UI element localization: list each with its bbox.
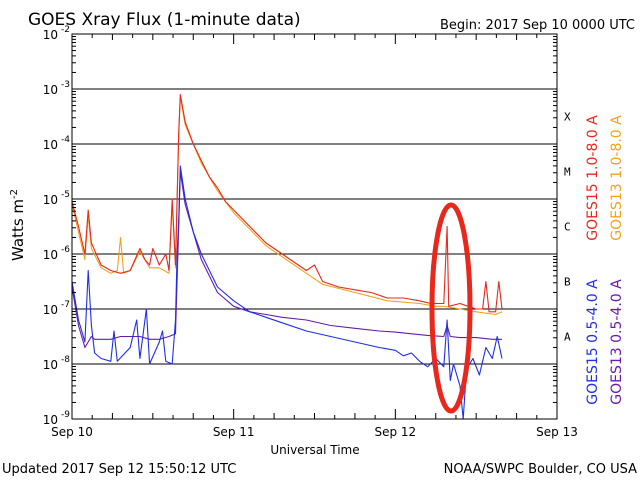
y-tick-label: 10: [43, 193, 58, 207]
flare-class-labels: A B C M X: [564, 111, 571, 344]
y-axis-label: Watts m-2: [9, 189, 27, 261]
legend-entry: GOES15 1.0-8.0 A: [585, 115, 601, 241]
footer-credit: NOAA/SWPC Boulder, CO USA: [444, 462, 637, 477]
x-axis-label: Universal Time: [270, 443, 359, 457]
y-tick-exponent: -9: [61, 410, 70, 420]
y-axis: 10-910-810-710-610-510-410-310-2: [43, 25, 557, 427]
series-line: [71, 96, 503, 316]
chart-title: GOES Xray Flux (1-minute data): [28, 10, 301, 30]
y-tick-exponent: -5: [61, 190, 70, 200]
y-tick-label: 10: [43, 303, 58, 317]
x-tick-label: Sep 11: [213, 425, 255, 439]
legend-entry: GOES13 0.5-4.0 A: [609, 279, 625, 405]
x-tick-label: Sep 10: [51, 425, 93, 439]
y-tick-label: 10: [43, 138, 58, 152]
y-tick-label: 10: [43, 83, 58, 97]
legend-entry: GOES13 1.0-8.0 A: [609, 115, 625, 241]
flare-class-label: C: [564, 221, 571, 234]
footer-updated: Updated 2017 Sep 12 15:50:12 UTC: [2, 462, 236, 477]
plot-frame: [71, 33, 558, 420]
x-axis: Sep 10 Sep 11 Sep 12 Sep 13: [51, 34, 578, 439]
y-axis-label-sup: -2: [9, 189, 20, 199]
y-tick-exponent: -3: [61, 80, 70, 90]
x-tick-label: Sep 13: [536, 425, 578, 439]
begin-label: Begin: 2017 Sep 10 0000 UTC: [440, 18, 635, 33]
series-line: [71, 165, 503, 420]
x-tick-label: Sep 12: [374, 425, 416, 439]
y-tick-exponent: -2: [61, 25, 70, 35]
y-tick-label: 10: [43, 28, 58, 42]
y-tick-exponent: -4: [61, 135, 70, 145]
legend-entry: GOES15 0.5-4.0 A: [585, 279, 601, 405]
highlight-ellipse: [429, 202, 473, 414]
y-tick-label: 10: [43, 248, 58, 262]
legend: GOES15 1.0-8.0 A GOES13 1.0-8.0 A GOES15 0…: [585, 115, 625, 405]
series-layer: [71, 93, 503, 420]
flare-class-label: X: [564, 111, 571, 124]
y-axis-label-text: Watts m: [9, 199, 27, 261]
series-line: [71, 170, 502, 349]
y-tick-label: 10: [43, 358, 58, 372]
flare-class-label: M: [564, 166, 571, 179]
y-tick-label: 10: [43, 413, 58, 427]
y-tick-exponent: -7: [61, 300, 70, 310]
grid-lines: [72, 88, 557, 365]
series-line: [71, 93, 503, 313]
y-tick-exponent: -8: [61, 355, 70, 365]
flare-class-label: B: [564, 276, 571, 289]
y-tick-exponent: -6: [61, 245, 70, 255]
flare-class-label: A: [564, 331, 571, 344]
